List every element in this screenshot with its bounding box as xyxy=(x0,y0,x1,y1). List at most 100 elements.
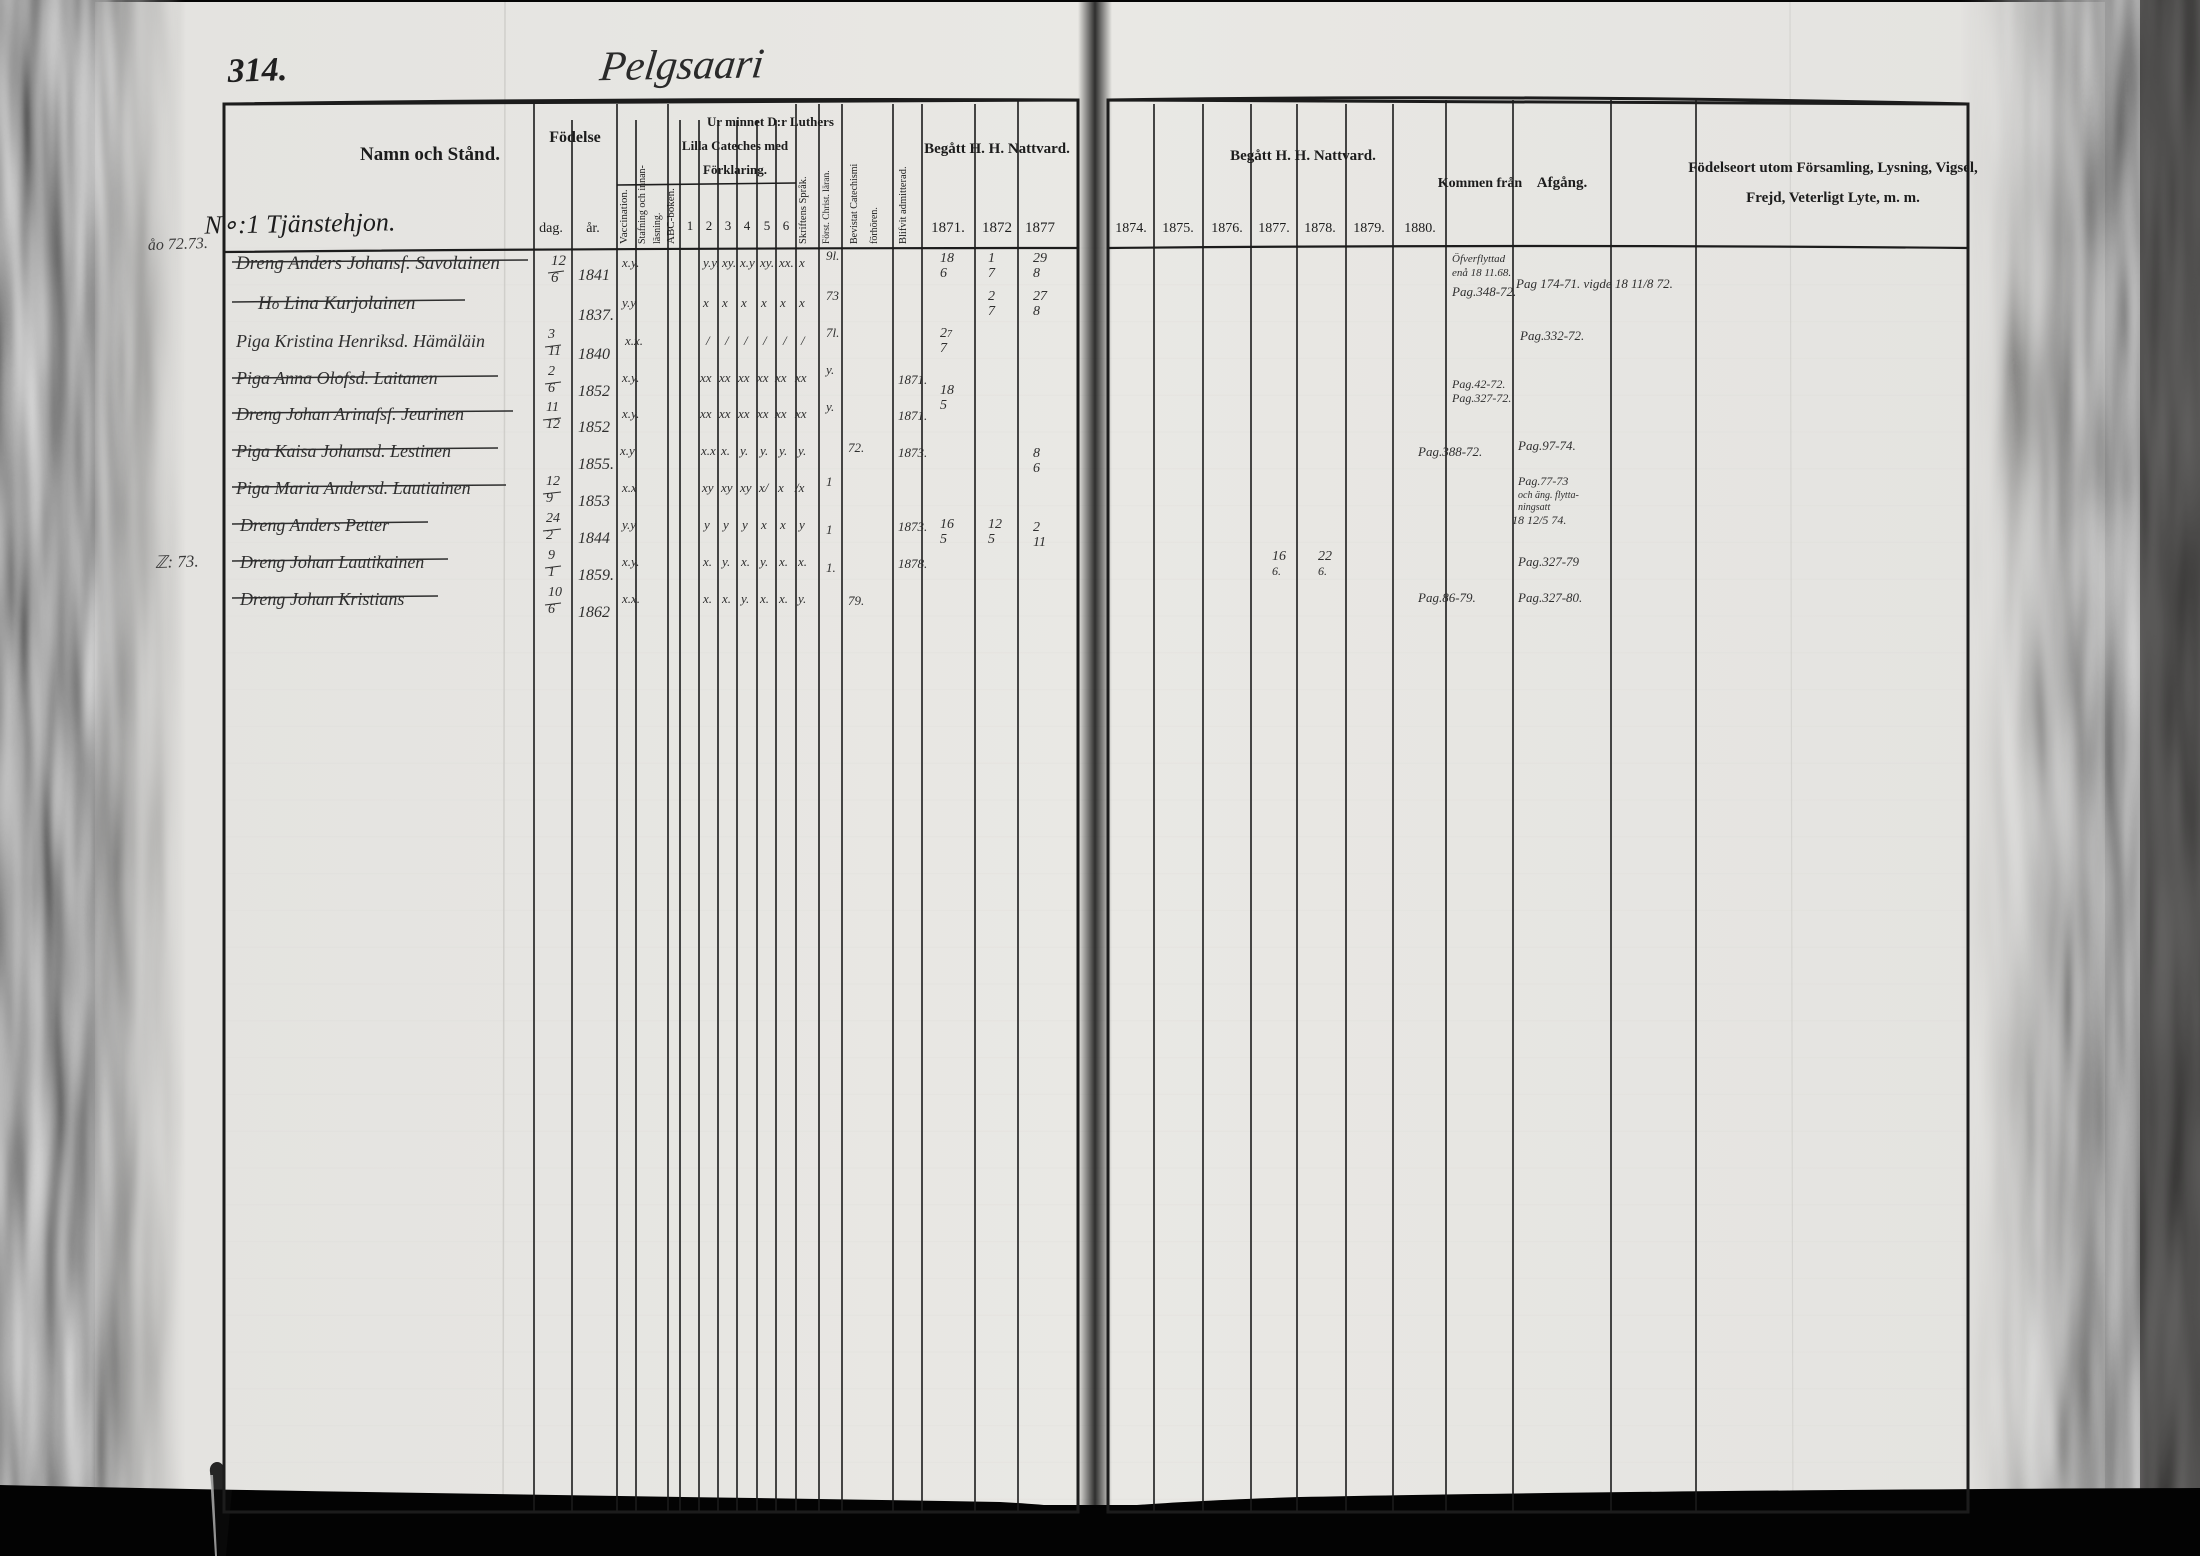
svg-text:xx: xx xyxy=(718,406,731,421)
svg-text:y.: y. xyxy=(758,443,768,458)
svg-text:x: x xyxy=(740,295,747,310)
svg-text:1: 1 xyxy=(826,474,833,489)
svg-text:x.y.: x.y. xyxy=(621,554,639,569)
svg-text:x.x: x.x xyxy=(700,443,716,458)
svg-text:xx: xx xyxy=(699,370,712,385)
svg-text:x.: x. xyxy=(778,591,788,606)
svg-text:/: / xyxy=(762,333,768,348)
svg-text:xy: xy xyxy=(701,480,714,495)
svg-text:Pag.97-74.: Pag.97-74. xyxy=(1517,438,1576,453)
svg-text:1852: 1852 xyxy=(578,419,610,436)
svg-text:1853: 1853 xyxy=(578,493,610,510)
svg-text:x: x xyxy=(721,295,728,310)
svg-text:/: / xyxy=(743,333,749,348)
svg-text:x.y: x.y xyxy=(739,255,755,270)
svg-text:1873.: 1873. xyxy=(898,445,927,460)
svg-text:/: / xyxy=(782,333,788,348)
svg-text:5: 5 xyxy=(940,398,947,413)
svg-text:1841: 1841 xyxy=(578,267,610,284)
svg-text:xy: xy xyxy=(739,480,752,495)
svg-text:6.: 6. xyxy=(1318,564,1327,578)
svg-text:xx.: xx. xyxy=(778,255,794,270)
svg-text:x: x xyxy=(760,295,767,310)
svg-text:1: 1 xyxy=(988,251,995,266)
svg-text:xx: xx xyxy=(756,370,769,385)
svg-text:12: 12 xyxy=(988,517,1002,532)
svg-text:Piga Kristina Henriksd. Hämälä: Piga Kristina Henriksd. Hämäläin xyxy=(235,331,485,351)
svg-text:xx: xx xyxy=(718,370,731,385)
svg-text:x.y.: x.y. xyxy=(621,406,639,421)
svg-text:och äng. flytta-: och äng. flytta- xyxy=(1518,490,1579,501)
svg-text:8: 8 xyxy=(1033,266,1040,281)
svg-text:2: 2 xyxy=(548,364,555,379)
svg-text:Dreng Anders Johansf. Savolain: Dreng Anders Johansf. Savolainen xyxy=(235,253,500,274)
svg-text:1852: 1852 xyxy=(578,383,610,400)
svg-text:73: 73 xyxy=(826,288,840,303)
svg-text:29: 29 xyxy=(1033,251,1047,266)
svg-text:/x: /x xyxy=(794,480,805,495)
svg-text:x: x xyxy=(779,517,786,532)
svg-text:Piga Kaisa Johansd. Lestinen: Piga Kaisa Johansd. Lestinen xyxy=(235,441,451,461)
svg-text:8: 8 xyxy=(1033,304,1040,319)
svg-text:x: x xyxy=(777,480,784,495)
svg-text:xy: xy xyxy=(720,480,733,495)
svg-text:xy.: xy. xyxy=(721,255,736,270)
svg-text:y.: y. xyxy=(738,443,748,458)
svg-text:72.: 72. xyxy=(848,440,864,455)
svg-text:enå 18 11.68.: enå 18 11.68. xyxy=(1452,267,1511,279)
svg-text:8: 8 xyxy=(1033,446,1040,461)
svg-text:1844: 1844 xyxy=(578,530,610,547)
svg-text:Pag.327-80.: Pag.327-80. xyxy=(1517,590,1582,605)
svg-text:x/: x/ xyxy=(758,480,770,495)
svg-text:xx: xx xyxy=(756,406,769,421)
svg-text:79.: 79. xyxy=(848,593,864,608)
svg-text:x.x: x.x xyxy=(621,480,637,495)
svg-text:Öfverflyttad: Öfverflyttad xyxy=(1452,253,1506,265)
svg-text:3: 3 xyxy=(547,327,555,342)
svg-text:y.: y. xyxy=(777,443,787,458)
svg-text:16: 16 xyxy=(1272,549,1286,564)
svg-text:xx: xx xyxy=(774,406,787,421)
svg-text:6.: 6. xyxy=(1272,564,1281,578)
svg-text:22: 22 xyxy=(1318,549,1332,564)
svg-text:xy.: xy. xyxy=(759,255,774,270)
svg-text:18: 18 xyxy=(940,251,954,266)
svg-text:24: 24 xyxy=(546,511,560,526)
svg-text:Ho Lina Kurjolainen: Ho Lina Kurjolainen xyxy=(257,293,415,314)
svg-text:x.y.: x.y. xyxy=(621,370,639,385)
svg-text:9: 9 xyxy=(548,548,555,563)
svg-text:Pag.42-72.: Pag.42-72. xyxy=(1451,377,1505,391)
svg-text:Pag.388-72.: Pag.388-72. xyxy=(1417,444,1482,459)
svg-text:Pag.327-72.: Pag.327-72. xyxy=(1451,391,1511,405)
svg-text:x.: x. xyxy=(740,554,750,569)
svg-text:x.: x. xyxy=(702,591,712,606)
svg-text:2: 2 xyxy=(1033,520,1040,535)
svg-text:y: y xyxy=(702,517,710,532)
svg-text:5: 5 xyxy=(940,532,947,547)
svg-text:Pag.348-72.: Pag.348-72. xyxy=(1451,284,1516,299)
svg-text:9l.: 9l. xyxy=(826,248,839,263)
svg-text:x.x.: x.x. xyxy=(624,333,643,348)
svg-text:y.: y. xyxy=(796,443,806,458)
svg-text:1862: 1862 xyxy=(578,604,610,621)
svg-text:1840: 1840 xyxy=(578,346,610,363)
svg-text:y.: y. xyxy=(739,591,749,606)
svg-text:x.: x. xyxy=(720,443,730,458)
svg-text:16: 16 xyxy=(940,517,954,532)
svg-text:xx: xx xyxy=(774,370,787,385)
svg-text:27: 27 xyxy=(1033,289,1048,304)
svg-text:y.y.: y.y. xyxy=(701,255,720,270)
svg-text:y: y xyxy=(721,517,729,532)
svg-text:6: 6 xyxy=(1033,461,1040,476)
svg-text:10: 10 xyxy=(548,585,562,600)
svg-text:1859.: 1859. xyxy=(578,567,614,584)
svg-text:7: 7 xyxy=(988,304,996,319)
svg-text:1873.: 1873. xyxy=(898,519,927,534)
svg-text:x: x xyxy=(779,295,786,310)
svg-text:Dreng Johan Kristians: Dreng Johan Kristians xyxy=(239,589,404,609)
svg-text:Pag.86-79.: Pag.86-79. xyxy=(1417,590,1476,605)
svg-text:xx: xx xyxy=(737,370,750,385)
svg-text:y.: y. xyxy=(720,554,730,569)
svg-text:x: x xyxy=(798,295,805,310)
svg-text:y.y: y.y xyxy=(620,517,636,532)
